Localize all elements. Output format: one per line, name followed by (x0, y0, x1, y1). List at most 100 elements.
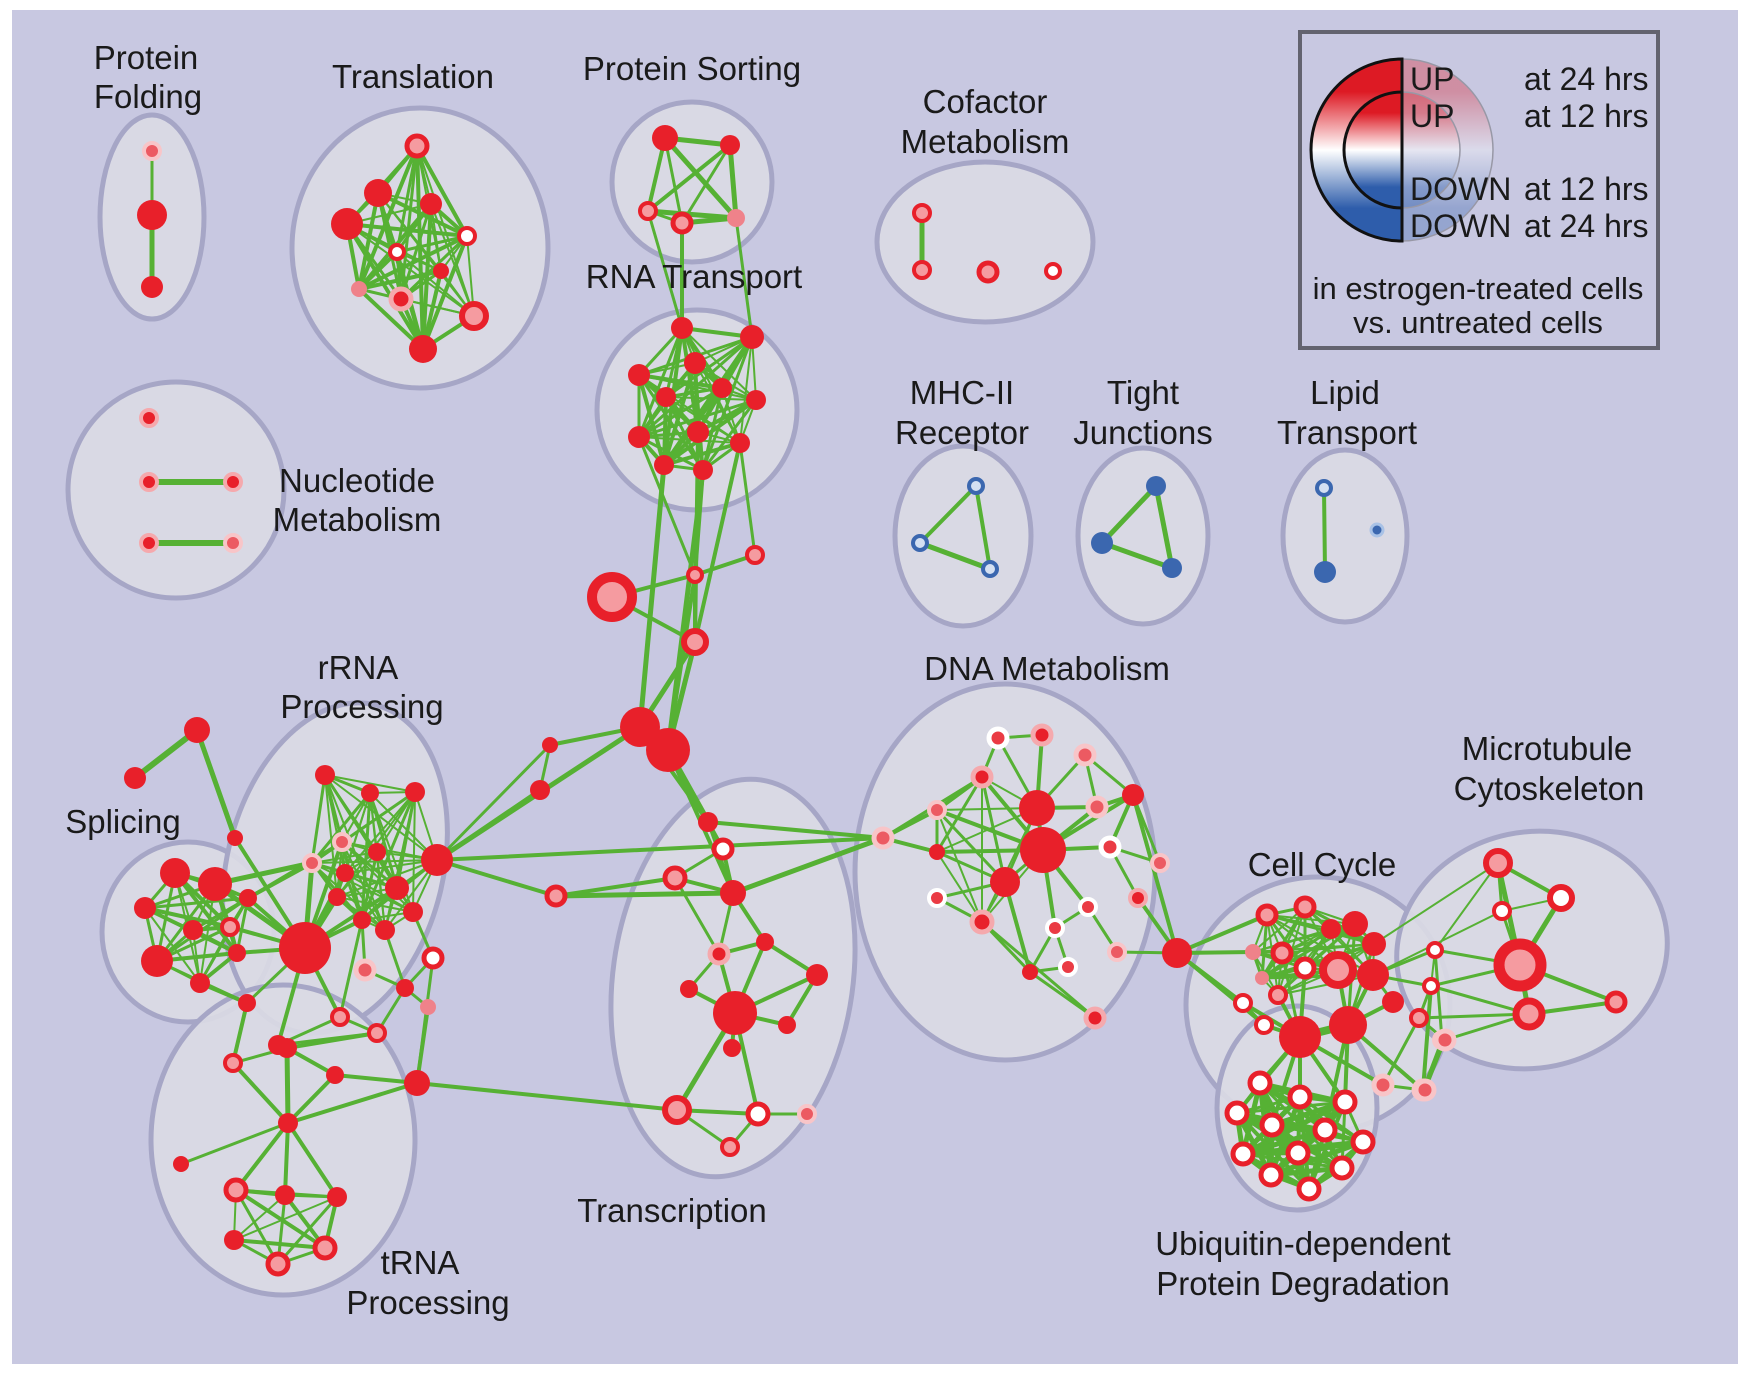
edge-clique-3 (198, 896, 250, 985)
edge-mt5-mt8 (1429, 984, 1531, 1016)
cluster-label-cf-0: Cofactor (923, 83, 1048, 120)
node-tn9 (327, 1187, 347, 1207)
node-ub10 (1329, 1155, 1355, 1181)
edge-clique-6 (936, 807, 1038, 853)
edge-rt12-c2 (693, 468, 705, 577)
edge-clique-3 (143, 896, 250, 910)
legend-row-label-2: DOWN (1410, 171, 1511, 207)
node-tx11 (778, 1016, 796, 1034)
cluster-ellipse-tj (1075, 445, 1211, 627)
node-mt6 (1493, 938, 1547, 992)
cluster-label-rt-0: RNA Transport (586, 258, 802, 295)
edge-mh1-mh2 (918, 484, 978, 545)
node-dm3 (1073, 743, 1097, 767)
node-rr14 (421, 946, 445, 970)
edge-mh1-mh3 (974, 484, 992, 571)
node-rt12 (693, 460, 713, 480)
edge-clique-4 (324, 774, 438, 861)
cluster-label-dm-0: DNA Metabolism (924, 650, 1170, 687)
edge-clique-0 (357, 144, 419, 291)
node-cc18 (1371, 1073, 1395, 1097)
node-tn10 (224, 1230, 244, 1250)
node-ps4 (670, 211, 694, 235)
node-dm8 (1020, 827, 1066, 873)
node-dm19 (1022, 964, 1038, 980)
node-dm5 (927, 800, 947, 820)
node-dm16 (969, 909, 995, 935)
cluster-label-mt-1: Cytoskeleton (1454, 770, 1645, 807)
node-dm2 (1030, 723, 1054, 747)
node-tx16 (720, 1137, 740, 1157)
node-rt11 (654, 455, 674, 475)
node-rt5 (712, 378, 732, 398)
node-rt1 (671, 317, 693, 339)
node-dm18 (1045, 918, 1065, 938)
node-ub1 (1247, 1070, 1273, 1096)
node-tx9 (806, 964, 828, 986)
edge-clique-4 (344, 872, 414, 913)
node-mt5 (1422, 977, 1440, 995)
edge-clique-6 (935, 808, 1007, 884)
cluster-ellipse-ps (609, 99, 775, 265)
node-tx12 (723, 1039, 741, 1057)
edge-mt7-mt8 (1417, 1012, 1531, 1020)
cluster-label-tx-0: Transcription (577, 1192, 767, 1229)
edge-clique-2 (665, 396, 757, 401)
node-mt7 (1409, 1008, 1429, 1028)
node-rt2 (740, 325, 764, 349)
edge-tx1-dmB (706, 820, 885, 840)
node-ub7 (1350, 1129, 1376, 1155)
edge-clique-8 (1235, 1100, 1347, 1115)
node-ps1 (652, 125, 678, 151)
node-rt3 (628, 364, 650, 386)
node-lt1 (1315, 479, 1333, 497)
cluster-label-tn-0: tRNA (381, 1244, 460, 1281)
edge-clique-4 (336, 851, 378, 898)
node-ub6 (1312, 1117, 1338, 1143)
edge-clique-0 (357, 269, 443, 291)
edge-clique-4 (344, 791, 416, 874)
node-rr11 (353, 911, 371, 929)
node-mh1 (967, 477, 985, 495)
node-dm21 (1058, 957, 1078, 977)
edge-clique-2 (662, 441, 742, 467)
cluster-label-mh-0: MHC-II (910, 374, 1014, 411)
edge-clique-0 (357, 191, 380, 291)
edge-clique-1 (662, 135, 739, 221)
edge-clique-1 (727, 142, 739, 221)
edge-clique-4 (310, 773, 327, 865)
edge-clique-2 (637, 373, 705, 472)
cluster-label-tj-1: Junctions (1073, 414, 1212, 451)
node-rr16 (396, 979, 414, 997)
node-tx3 (662, 865, 688, 891)
node-cc16 (1329, 1006, 1367, 1044)
node-tn1 (277, 1038, 297, 1058)
edge-mt4-mt1 (1434, 862, 1499, 951)
node-mh3 (981, 560, 999, 578)
node-rr7 (368, 843, 386, 861)
edge-tn5-tn9 (286, 1121, 339, 1199)
edge-clique-5 (234, 1188, 327, 1250)
node-rt10 (730, 433, 750, 453)
node-pf3 (141, 276, 163, 298)
node-sp7 (190, 973, 210, 993)
node-cc2 (1293, 895, 1317, 919)
node-ub9 (1285, 1140, 1311, 1166)
edge-rr16-rr12 (383, 928, 407, 990)
node-tj1 (1146, 476, 1166, 496)
node-f1 (184, 717, 210, 743)
node-cc13 (1233, 993, 1253, 1013)
node-dm7 (1019, 790, 1055, 826)
edge-tn4-tn3 (333, 1073, 419, 1085)
edge-clique-5 (232, 1238, 327, 1250)
node-cc1 (1255, 903, 1279, 927)
edge-clique-5 (276, 1195, 339, 1266)
node-h1 (279, 922, 331, 974)
cluster-label-mt-0: Microtubule (1462, 730, 1633, 767)
node-t3 (331, 208, 363, 240)
cluster-label-rr-1: Processing (280, 688, 443, 725)
cluster-label-nm-0: Nucleotide (279, 462, 435, 499)
node-dm13 (1150, 853, 1170, 873)
node-mt9 (1604, 990, 1628, 1014)
node-nm2 (139, 472, 159, 492)
